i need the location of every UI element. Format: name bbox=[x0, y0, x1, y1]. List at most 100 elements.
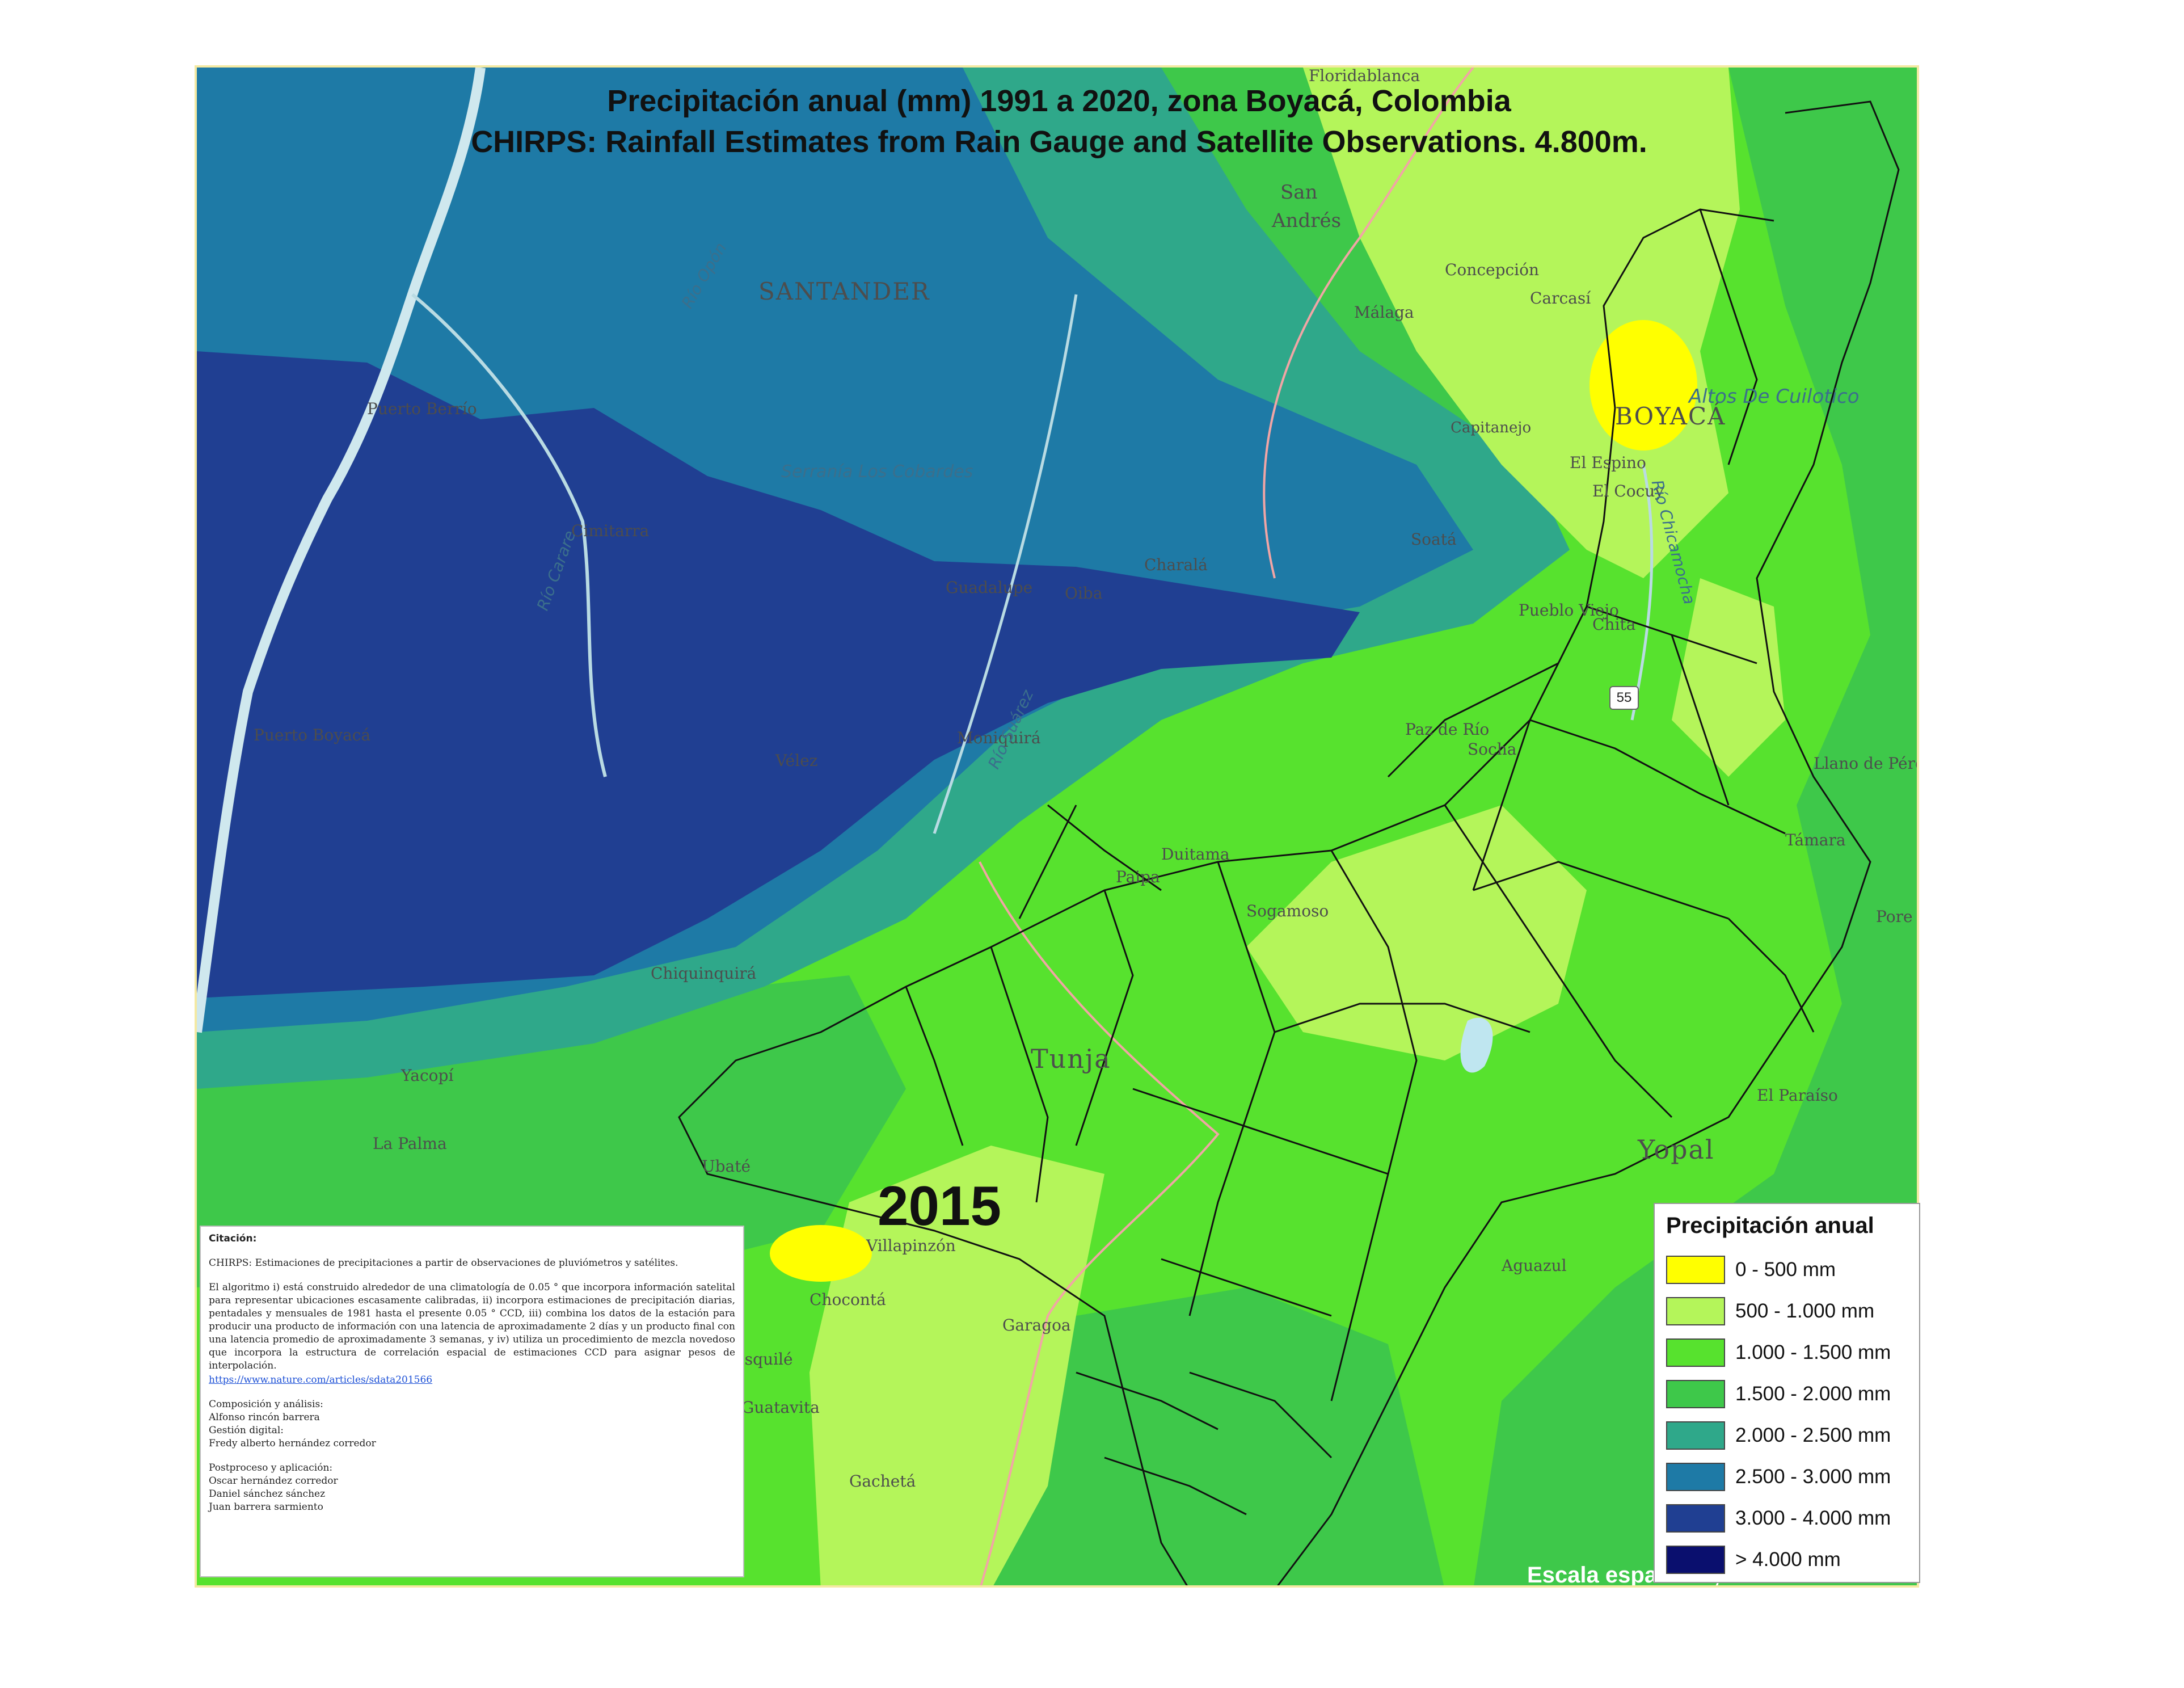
place-label: Socha bbox=[1468, 740, 1517, 759]
legend-swatch bbox=[1666, 1421, 1725, 1450]
legend-item: 1.500 - 2.000 mm bbox=[1666, 1373, 1908, 1415]
legend-swatch bbox=[1666, 1255, 1725, 1284]
legend-label: 0 - 500 mm bbox=[1735, 1258, 1836, 1281]
zone-3000-4000 bbox=[197, 351, 1360, 998]
place-label: Sogamoso bbox=[1246, 902, 1329, 920]
place-label: Moniquirá bbox=[957, 729, 1041, 747]
region-label-santander: SANTANDER bbox=[758, 277, 930, 305]
place-label: Concepción bbox=[1445, 260, 1540, 279]
place-label: Puerto Berrío bbox=[367, 399, 477, 418]
credit-line: Postproceso y aplicación: bbox=[209, 1462, 333, 1474]
zone-0-500-villapinzon bbox=[770, 1225, 872, 1282]
place-label: Oiba bbox=[1065, 584, 1103, 603]
place-label: Paz de Río bbox=[1405, 720, 1490, 739]
legend-swatch bbox=[1666, 1379, 1725, 1408]
year-label: 2015 bbox=[878, 1175, 1002, 1237]
place-label: Llano de Pérez bbox=[1814, 754, 1917, 773]
credit-line: Oscar hernández corredor bbox=[209, 1475, 338, 1487]
credit-line: Alfonso rincón barrera bbox=[209, 1412, 320, 1423]
zone-0-500-capitanejo bbox=[1589, 320, 1697, 451]
lake-tota bbox=[1460, 1017, 1493, 1073]
place-label: Serranía Los Cobardes bbox=[781, 462, 973, 482]
legend-item: 0 - 500 mm bbox=[1666, 1249, 1908, 1290]
place-label: Andrés bbox=[1272, 209, 1342, 232]
place-label: Capitanejo bbox=[1451, 419, 1532, 436]
credit-line: Juan barrera sarmiento bbox=[209, 1501, 323, 1513]
place-label: Paipa bbox=[1116, 868, 1160, 886]
place-label: Gachetá bbox=[849, 1472, 916, 1491]
place-label: Chiquinquirá bbox=[651, 964, 757, 983]
region-label-boyaca: BOYACÁ bbox=[1615, 402, 1726, 430]
legend: Precipitación anual 0 - 500 mm 500 - 1.00… bbox=[1654, 1203, 1920, 1583]
citation-box: Citación: CHIRPS: Estimaciones de precip… bbox=[200, 1226, 744, 1577]
legend-swatch bbox=[1666, 1462, 1725, 1491]
place-label: Chita bbox=[1592, 615, 1636, 634]
citation-text: CHIRPS: Estimaciones de precipitaciones … bbox=[209, 1257, 678, 1269]
place-label: El Espino bbox=[1570, 453, 1646, 472]
place-label: Aguazul bbox=[1502, 1256, 1567, 1275]
legend-label: 2.500 - 3.000 mm bbox=[1735, 1465, 1891, 1488]
credit-line: Fredy alberto hernández corredor bbox=[209, 1438, 376, 1449]
place-label: San bbox=[1280, 181, 1318, 204]
place-label: Pore bbox=[1876, 907, 1913, 926]
legend-item: 1.000 - 1.500 mm bbox=[1666, 1332, 1908, 1373]
city-label-tunja: Tunja bbox=[1031, 1043, 1111, 1074]
legend-label: > 4.000 mm bbox=[1735, 1548, 1841, 1571]
place-label: Cimitarra bbox=[571, 521, 650, 540]
river-carare bbox=[411, 293, 607, 777]
place-label: Puerto Boyacá bbox=[254, 726, 371, 744]
credit-line: Gestión digital: bbox=[209, 1425, 284, 1436]
place-label: Yacopí bbox=[401, 1066, 454, 1085]
place-label: Duitama bbox=[1161, 845, 1230, 864]
place-label: Soatá bbox=[1411, 530, 1457, 549]
municipal-boundaries bbox=[678, 100, 1900, 1585]
legend-label: 2.000 - 2.500 mm bbox=[1735, 1424, 1891, 1446]
place-label: Támara bbox=[1785, 831, 1846, 849]
legend-rows: 0 - 500 mm 500 - 1.000 mm 1.000 - 1.500 mm… bbox=[1666, 1249, 1908, 1580]
road-shield-55: 55 bbox=[1609, 686, 1639, 710]
place-label: Altos De Cuilotico bbox=[1689, 385, 1860, 408]
place-label: El Cocuy bbox=[1592, 482, 1664, 500]
city-label-yopal: Yopal bbox=[1638, 1134, 1715, 1165]
legend-item: 3.000 - 4.000 mm bbox=[1666, 1497, 1908, 1539]
legend-label: 1.500 - 2.000 mm bbox=[1735, 1382, 1891, 1405]
legend-label: 1.000 - 1.500 mm bbox=[1735, 1341, 1891, 1363]
magdalena-river bbox=[197, 68, 486, 1033]
legend-label: 3.000 - 4.000 mm bbox=[1735, 1506, 1891, 1529]
place-label: Chocontá bbox=[809, 1290, 886, 1309]
place-label: La Palma bbox=[373, 1134, 447, 1153]
road-main bbox=[979, 861, 1220, 1585]
zone-500-1000-chita bbox=[1672, 578, 1785, 777]
legend-swatch bbox=[1666, 1296, 1725, 1325]
place-label: Guatavita bbox=[741, 1398, 820, 1417]
place-label: Charalá bbox=[1144, 555, 1208, 574]
legend-swatch bbox=[1666, 1338, 1725, 1367]
credit-line: Daniel sánchez sánchez bbox=[209, 1488, 326, 1500]
place-label: Ubaté bbox=[702, 1157, 751, 1176]
place-label: Vélez bbox=[775, 751, 818, 770]
map-title: Precipitación anual (mm) 1991 a 2020, zo… bbox=[607, 84, 1511, 118]
zone-500-1000-north bbox=[1303, 68, 1740, 578]
citation-link[interactable]: https://www.nature.com/articles/sdata201… bbox=[209, 1374, 433, 1386]
river-suarez bbox=[933, 294, 1078, 834]
place-label: Villapinzón bbox=[866, 1236, 956, 1255]
place-label: Guadalupe bbox=[946, 578, 1033, 597]
legend-title: Precipitación anual bbox=[1666, 1213, 1874, 1238]
citation-heading: Citación: bbox=[209, 1233, 257, 1244]
place-label: El Paraíso bbox=[1757, 1086, 1838, 1105]
place-label: Carcasí bbox=[1530, 289, 1591, 308]
citation-text: El algoritmo i) está construido alrededo… bbox=[209, 1282, 735, 1371]
place-label: Floridablanca bbox=[1309, 66, 1420, 85]
place-label: Garagoa bbox=[1002, 1316, 1071, 1335]
legend-swatch bbox=[1666, 1504, 1725, 1533]
credit-line: Composición y análisis: bbox=[209, 1399, 323, 1410]
legend-item: 2.000 - 2.500 mm bbox=[1666, 1415, 1908, 1456]
legend-item: 2.500 - 3.000 mm bbox=[1666, 1456, 1908, 1497]
zone-500-1000-center bbox=[1246, 805, 1587, 1060]
legend-item: 500 - 1.000 mm bbox=[1666, 1290, 1908, 1332]
legend-label: 500 - 1.000 mm bbox=[1735, 1299, 1875, 1322]
river-chicamocha bbox=[1630, 464, 1654, 721]
zone-500-1000-south bbox=[809, 1146, 1104, 1585]
legend-swatch bbox=[1666, 1545, 1725, 1574]
place-label: Málaga bbox=[1354, 303, 1414, 322]
